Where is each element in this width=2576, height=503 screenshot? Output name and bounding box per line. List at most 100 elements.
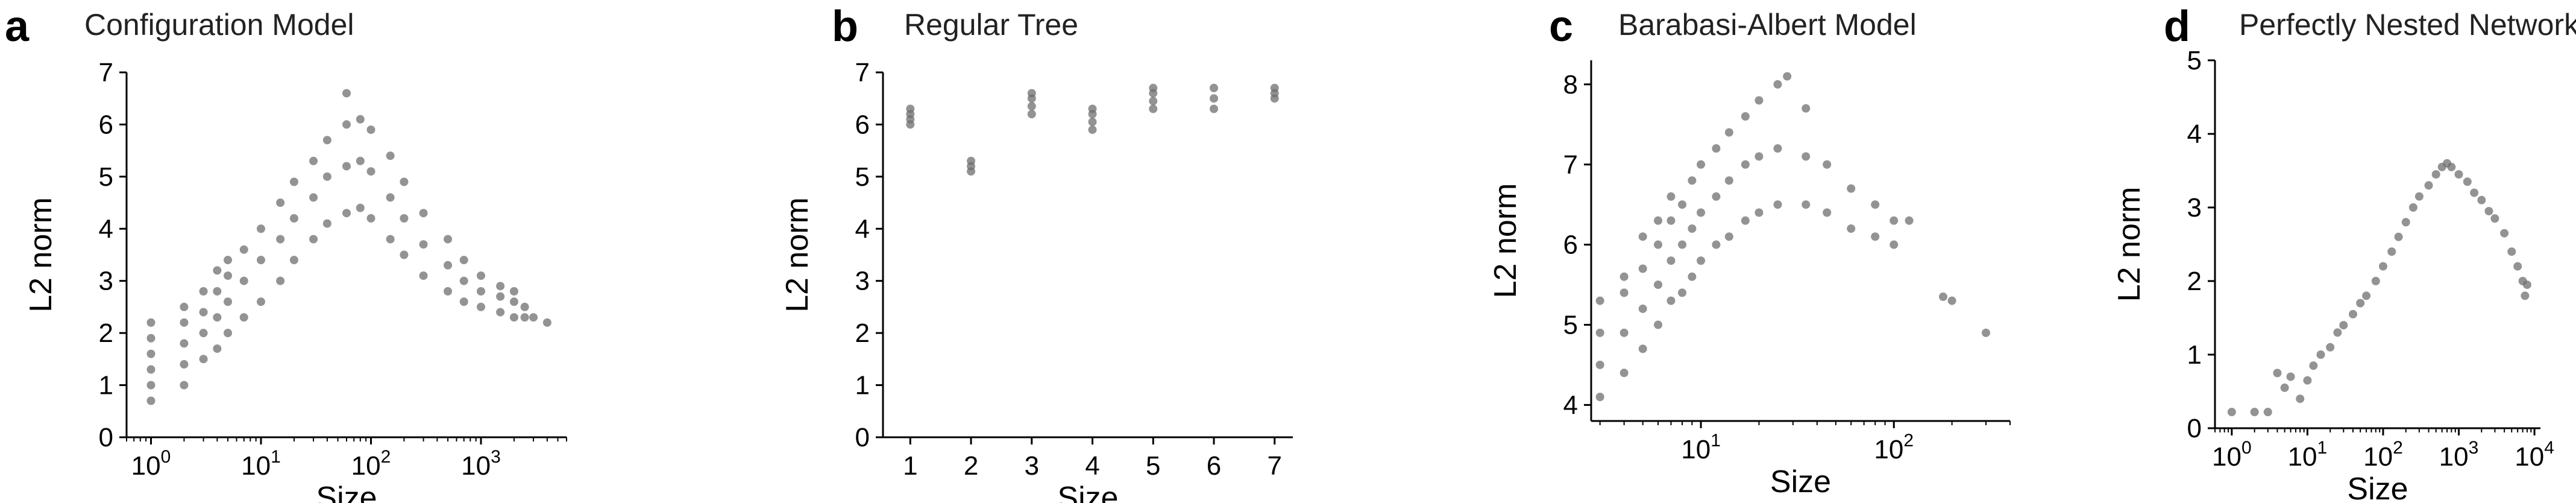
data-point xyxy=(2447,162,2456,171)
data-point xyxy=(509,297,518,306)
data-point xyxy=(386,151,395,160)
data-point xyxy=(1712,240,1721,249)
data-point xyxy=(2263,408,2272,417)
data-point xyxy=(1905,216,1914,225)
data-point xyxy=(322,136,331,145)
data-point xyxy=(342,89,351,98)
data-point xyxy=(400,177,409,186)
x-tick-label: 102 xyxy=(1874,431,1914,464)
data-point xyxy=(1654,320,1663,329)
data-point xyxy=(2521,291,2530,300)
data-point xyxy=(1773,144,1782,153)
y-tick-label: 7 xyxy=(1563,150,1578,180)
x-tick-label: 100 xyxy=(2212,438,2252,472)
y-tick-label: 0 xyxy=(2187,414,2202,443)
data-point xyxy=(2316,350,2325,359)
data-point xyxy=(2394,232,2403,241)
y-tick-label: 5 xyxy=(855,162,870,192)
data-point xyxy=(1697,208,1706,217)
x-tick-label: 101 xyxy=(2288,438,2328,472)
chart-title: Barabasi-Albert Model xyxy=(1618,8,1917,42)
x-tick-label: 102 xyxy=(2363,438,2403,472)
data-point xyxy=(459,276,468,285)
data-point xyxy=(213,287,222,296)
y-tick-label: 4 xyxy=(855,214,870,244)
x-tick-label: 5 xyxy=(1146,451,1160,481)
data-point xyxy=(1802,152,1811,161)
data-point xyxy=(1667,296,1676,305)
x-tick-label: 100 xyxy=(131,447,171,481)
data-point xyxy=(1890,216,1899,225)
data-point xyxy=(213,313,222,322)
data-point xyxy=(342,162,351,171)
y-axis-label: L2 norm xyxy=(780,197,815,312)
data-point xyxy=(2500,229,2509,238)
data-point xyxy=(1847,184,1856,193)
data-point xyxy=(1149,104,1158,113)
chart-title: Configuration Model xyxy=(84,8,354,42)
data-point xyxy=(1595,296,1604,305)
y-tick-label: 3 xyxy=(855,267,870,296)
data-point xyxy=(1638,264,1647,273)
data-point xyxy=(2490,214,2499,223)
data-point xyxy=(239,276,248,285)
data-point xyxy=(1149,96,1158,106)
data-point xyxy=(509,287,518,296)
data-points xyxy=(1595,72,1990,402)
data-point xyxy=(213,344,222,353)
data-point xyxy=(386,235,395,244)
data-point xyxy=(2280,383,2289,392)
data-point xyxy=(400,214,409,223)
data-point xyxy=(1688,224,1697,233)
x-tick-label: 1 xyxy=(903,451,917,481)
x-tick-label: 101 xyxy=(241,447,281,481)
data-point xyxy=(1981,328,1990,337)
data-point xyxy=(1667,256,1676,265)
y-tick-label: 1 xyxy=(2187,340,2202,370)
data-point xyxy=(1755,152,1764,161)
data-point xyxy=(1619,369,1629,378)
x-tick-label: 101 xyxy=(1681,431,1721,464)
data-point xyxy=(213,266,222,275)
data-point xyxy=(146,318,156,327)
data-point xyxy=(1871,200,1880,209)
data-point xyxy=(967,156,976,165)
data-point xyxy=(906,104,915,113)
data-point xyxy=(366,214,375,223)
y-tick-label: 3 xyxy=(99,267,113,296)
chart-title: Regular Tree xyxy=(904,8,1078,42)
data-point xyxy=(1823,160,1832,169)
data-points xyxy=(2227,159,2531,417)
data-point xyxy=(309,235,318,244)
panel-letter: c xyxy=(1549,2,1573,51)
y-tick-label: 4 xyxy=(2187,119,2202,149)
data-point xyxy=(2484,207,2493,216)
data-point xyxy=(1667,192,1676,201)
data-point xyxy=(1712,144,1721,153)
data-point xyxy=(1654,216,1663,225)
y-tick-label: 8 xyxy=(1563,70,1578,100)
data-point xyxy=(1688,272,1697,281)
x-tick-label: 103 xyxy=(461,447,501,481)
data-point xyxy=(1210,83,1219,92)
data-point xyxy=(1802,104,1811,113)
data-point xyxy=(520,302,529,311)
data-point xyxy=(1595,360,1604,369)
data-point xyxy=(509,313,518,322)
data-point xyxy=(2303,376,2312,385)
data-point xyxy=(2408,203,2417,212)
x-tick-label: 3 xyxy=(1025,451,1039,481)
data-point xyxy=(496,292,505,301)
data-point xyxy=(1678,200,1687,209)
data-point xyxy=(342,120,351,129)
data-point xyxy=(529,313,538,322)
data-point xyxy=(2387,247,2396,256)
data-point xyxy=(1847,224,1856,233)
data-point xyxy=(1210,94,1219,103)
data-point xyxy=(1938,293,1947,302)
data-point xyxy=(1595,393,1604,402)
data-point xyxy=(322,219,331,228)
data-point xyxy=(1595,328,1604,337)
data-point xyxy=(366,167,375,176)
